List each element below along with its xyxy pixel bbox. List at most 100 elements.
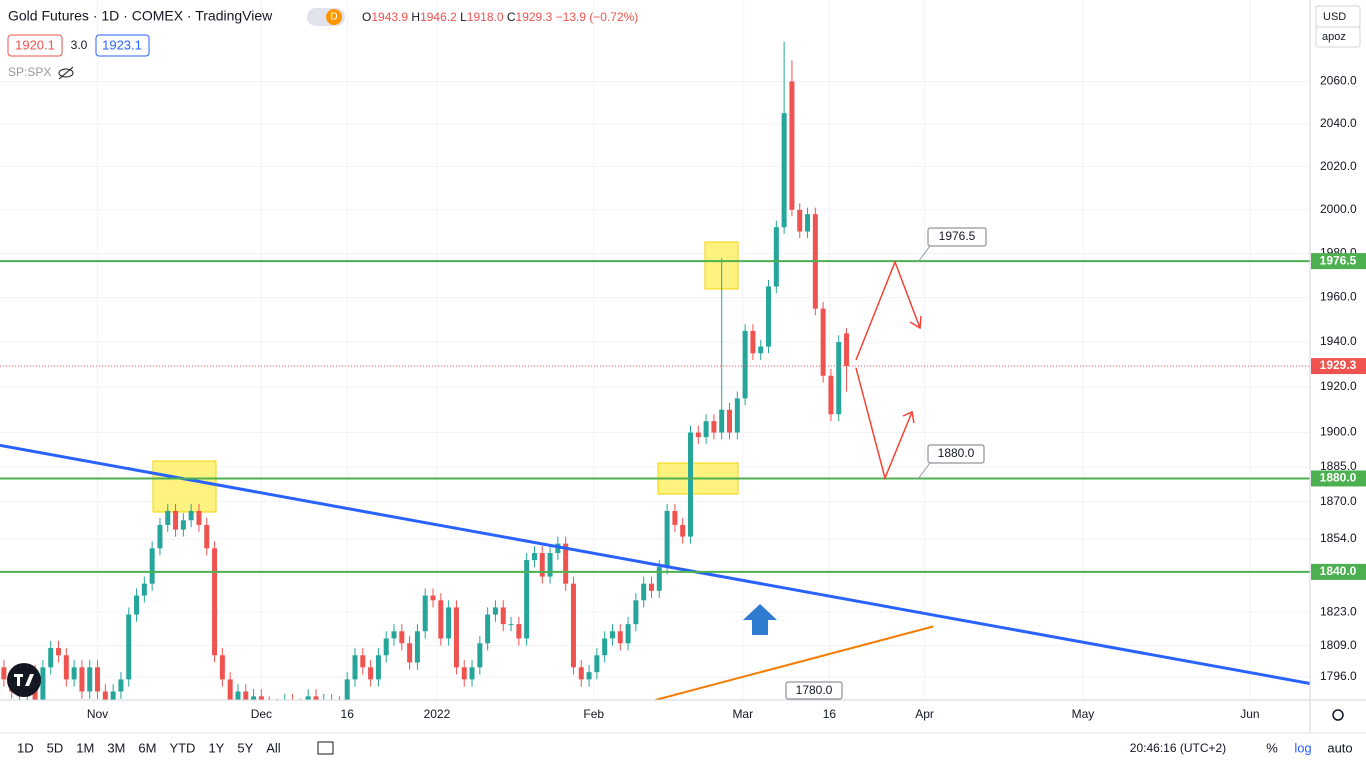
candle-body [570,583,576,668]
unit-box[interactable] [1315,26,1361,48]
hide-icon[interactable] [58,66,74,80]
candle-body [547,553,553,577]
buy-box[interactable] [95,34,150,57]
candle-body [438,600,444,639]
ohlc-value: 1946.2 [420,10,457,24]
candle-body [414,631,420,663]
candle-body [227,679,233,700]
ohlc-value: 1943.9 [371,10,408,24]
candle-body [539,553,545,577]
percent-button[interactable]: % [1266,740,1278,755]
y-tick-label: 2040.0 [1320,116,1357,130]
currency[interactable]: USD [1323,11,1346,23]
range-button[interactable]: 5D [47,740,64,755]
range-button[interactable]: 1D [17,740,34,755]
candle-body [282,701,287,706]
candle-body [87,667,93,692]
candle-body [391,631,397,639]
range-button[interactable]: 1Y [208,740,224,755]
candle-body [149,548,155,584]
date-range-icon[interactable] [317,741,334,755]
buy-price[interactable]: 1923.1 [102,37,142,52]
y-tick-label: 2000.0 [1320,202,1357,216]
candle-body [656,567,662,591]
candle-body [352,655,358,680]
y-tick-label: 1854.0 [1320,531,1357,545]
candle-body [219,655,225,680]
range-button[interactable]: All [266,740,281,755]
candle-body [134,595,140,615]
candle-body [430,595,436,601]
auto-button[interactable]: auto [1327,740,1352,755]
candle-body [602,638,608,656]
ohlc-value: 1918.0 [467,10,504,24]
x-tick-label: Mar [732,707,753,721]
candle-body [734,398,740,433]
y-tick-label: 1960.0 [1320,290,1357,304]
candle-body [375,655,381,680]
candle-body [820,308,826,376]
range-button[interactable]: 1M [76,740,94,755]
y-tick-label: 1809.0 [1320,638,1357,652]
badge: D [330,12,337,23]
candle-body [492,607,498,615]
candle-body [508,624,514,626]
unit[interactable]: apoz [1322,31,1346,43]
candle-body [56,648,62,656]
price-tag [1311,470,1366,487]
candle-body [617,631,623,644]
range-button[interactable]: 6M [138,740,156,755]
x-tick-label: Feb [583,707,604,721]
price-tag [1311,563,1366,580]
y-tick-label: 1870.0 [1320,494,1357,508]
candle-body [531,553,537,561]
candle-body [71,667,77,680]
candle-body [485,614,491,644]
price-tag-label: 1929.3 [1320,358,1357,372]
candle-body [141,583,147,596]
candle-body [500,607,506,625]
plot [152,241,739,513]
candle-body [758,346,764,354]
callout-text: 1780.0 [796,683,833,697]
hide-icon[interactable] [58,68,74,78]
candle-body [251,696,257,700]
log-button[interactable]: log [1294,740,1311,755]
candle-body [688,432,694,537]
x-tick-label: 16 [823,707,837,721]
candle-body [204,524,210,549]
y-tick-label: 2060.0 [1320,74,1357,88]
range-button[interactable]: 5Y [237,740,253,755]
callout-text: 1976.5 [939,229,976,243]
x-tick-label: Apr [915,707,934,721]
sell-price[interactable]: 1920.1 [15,37,55,52]
range-button[interactable]: YTD [169,740,195,755]
candle-body [126,614,132,680]
candle-body [664,510,670,568]
candle-body [407,643,413,663]
candle-body [453,607,459,668]
candle-body [157,524,163,549]
arrow-up-path [855,259,921,361]
axes: 2060.02040.02020.02000.01980.01960.01940… [0,0,1366,733]
arrow-down-path [855,367,913,481]
settings-icon[interactable] [1332,709,1344,721]
candle-body [446,607,452,639]
range-button[interactable]: 3M [107,740,125,755]
sell-box[interactable] [7,34,63,57]
candle-body [797,209,803,232]
callout-box [927,227,987,247]
candle-body [79,667,85,692]
candle-body [165,510,171,525]
ohlc: O1943.9 H1946.2 L1918.0 C1929.3 −13.9 (−… [362,10,638,24]
ohlc-key: L [460,10,467,24]
highlight-box [152,460,217,513]
candle-body [680,524,686,537]
drawings: 1976.5 1880.0 1780.0 [7,227,987,700]
candle-body [422,595,428,632]
callout-tail [917,245,931,263]
candle-body [329,701,334,711]
candle-body [719,409,725,433]
candle-body [196,510,202,525]
